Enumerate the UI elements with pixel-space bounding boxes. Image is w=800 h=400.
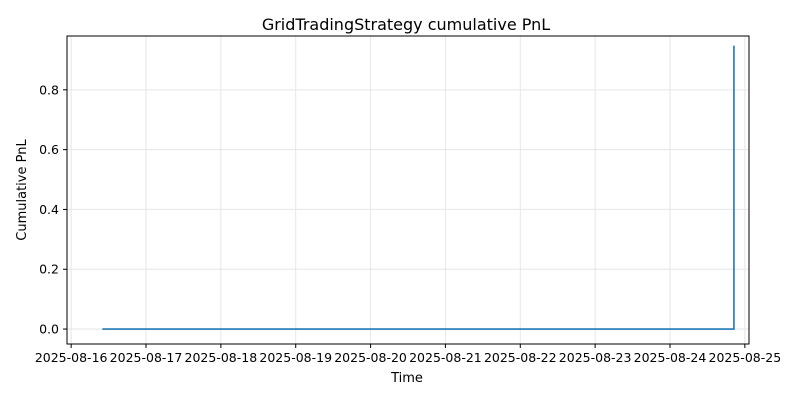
x-tick-label: 2025-08-23 bbox=[559, 350, 632, 365]
y-tick-label: 0.8 bbox=[39, 82, 59, 97]
x-tick-label: 2025-08-17 bbox=[110, 350, 183, 365]
y-tick-label: 0.6 bbox=[39, 142, 59, 157]
x-tick-label: 2025-08-16 bbox=[35, 350, 108, 365]
x-tick-label: 2025-08-22 bbox=[484, 350, 557, 365]
x-tick-label: 2025-08-21 bbox=[409, 350, 482, 365]
y-tick-label: 0.2 bbox=[39, 262, 59, 277]
x-tick-label: 2025-08-20 bbox=[334, 350, 407, 365]
pnl-series-line bbox=[102, 45, 735, 330]
plot-frame bbox=[66, 35, 750, 345]
x-tick-layer: 2025-08-16 2025-08-17 2025-08-18 2025-08-19… bbox=[35, 344, 781, 365]
x-tick-label: 2025-08-18 bbox=[185, 350, 258, 365]
y-tick-layer: 0.0 0.2 0.4 0.6 0.8 bbox=[39, 82, 67, 337]
x-tick-label: 2025-08-19 bbox=[259, 350, 332, 365]
x-tick-label: 2025-08-25 bbox=[709, 350, 782, 365]
series-layer bbox=[102, 45, 735, 330]
grid-layer bbox=[67, 36, 749, 344]
y-tick-label: 0.4 bbox=[39, 202, 59, 217]
y-axis-title: Cumulative PnL bbox=[15, 139, 30, 241]
x-axis-title: Time bbox=[390, 371, 423, 386]
chart-title: GridTradingStrategy cumulative PnL bbox=[262, 15, 550, 34]
x-tick-label: 2025-08-24 bbox=[634, 350, 707, 365]
y-tick-label: 0.0 bbox=[39, 322, 59, 337]
